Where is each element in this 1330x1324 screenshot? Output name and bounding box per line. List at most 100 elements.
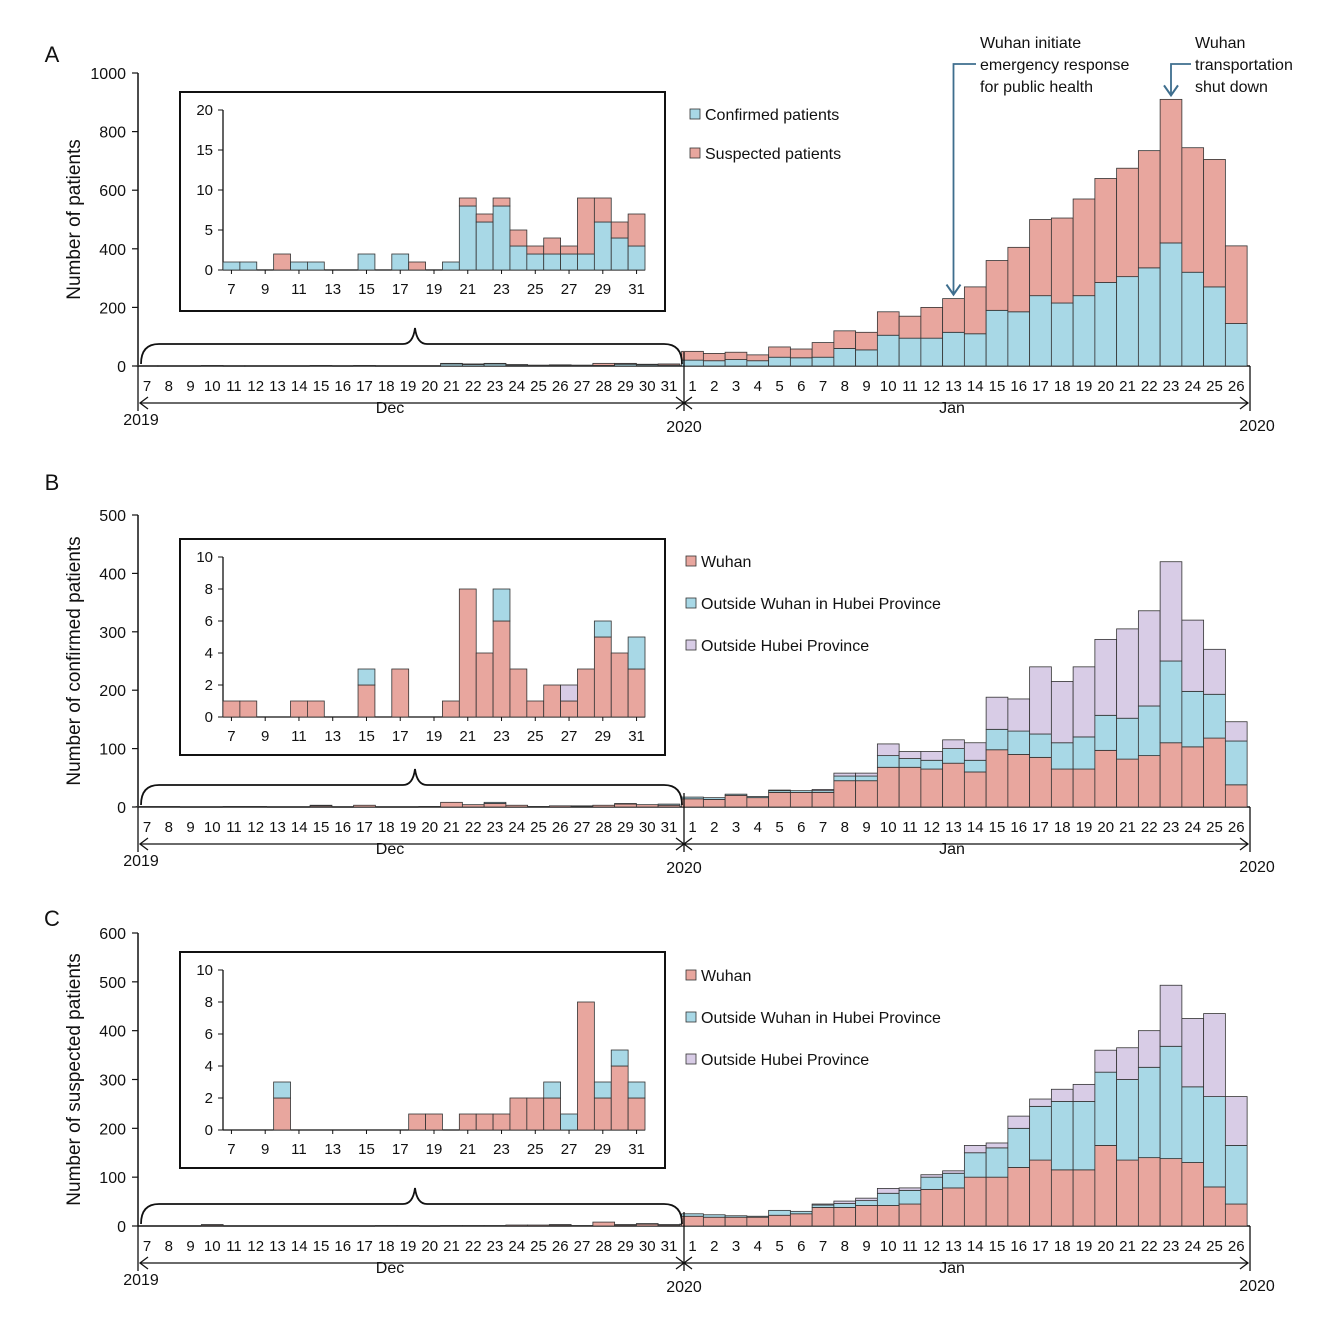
inset-bar (273, 1081, 291, 1099)
inset-x-tick-label: 9 (261, 281, 269, 298)
jan-bar (942, 1172, 965, 1189)
dec-day-label: 24 (508, 819, 525, 836)
dec-bar (527, 364, 550, 367)
jan-day-label: 5 (775, 378, 783, 395)
jan-day-label: 25 (1206, 819, 1223, 836)
dec-day-label: 16 (334, 1238, 351, 1255)
jan-bar (963, 742, 987, 761)
inset-bar (492, 1113, 511, 1131)
jan-bar (746, 1215, 770, 1218)
annotations: Wuhan initiate emergency response for publ… (945, 35, 1293, 297)
dec-bar (548, 364, 572, 366)
jan-bar (1116, 628, 1139, 719)
month-label-jan: Jan (939, 841, 965, 858)
inset-bar (509, 229, 528, 247)
inset-bar (475, 1113, 494, 1131)
dec-bar (374, 1225, 398, 1227)
jan-day-label: 6 (797, 1238, 805, 1255)
legend-label: Outside Wuhan in Hubei Province (701, 1010, 941, 1027)
jan-bar (1094, 178, 1118, 283)
inset-chart: 0 2 4 6 8 10 7 9 11 13 15 17 19 21 23 25 27 29 31 (179, 951, 666, 1169)
jan-day-label: 6 (797, 378, 805, 395)
arrow-head-right (1239, 1256, 1250, 1270)
jan-bar (1007, 311, 1031, 367)
dec-bar (657, 803, 681, 806)
jan-bar (942, 748, 965, 764)
y-tick-label: 400 (99, 566, 126, 583)
dec-day-label: 11 (226, 1238, 242, 1255)
dec-day-label: 17 (356, 378, 373, 395)
jan-bar (789, 1213, 813, 1227)
jan-bar (985, 749, 1009, 808)
y-tick-label: 200 (99, 683, 126, 700)
inset-y-tick-label: 2 (205, 1090, 213, 1107)
dec-day-label: 25 (530, 1238, 547, 1255)
dec-bar (374, 365, 398, 367)
jan-day-label: 12 (923, 1238, 940, 1255)
inset-bar (306, 261, 325, 271)
jan-bar (1094, 1145, 1118, 1227)
inset-x-tick-label: 27 (561, 281, 578, 298)
inset-x-tick-label: 7 (227, 281, 235, 298)
month-label-jan: Jan (939, 1260, 965, 1277)
jan-day-label: 5 (775, 819, 783, 836)
dec-bar (592, 804, 616, 808)
dec-bar (527, 806, 550, 808)
jan-bar (985, 309, 1009, 367)
jan-bar (1050, 1169, 1074, 1227)
dec-bar (548, 1224, 572, 1226)
jan-day-label: 16 (1010, 378, 1027, 395)
panel-letter: A (45, 42, 60, 67)
jan-bar (963, 286, 987, 335)
dec-bar (614, 362, 637, 365)
jan-day-label: 18 (1054, 1238, 1071, 1255)
jan-bar (1137, 1157, 1161, 1227)
dec-day-label: 29 (617, 378, 634, 395)
dec-bar (244, 806, 268, 808)
inset-bar (593, 1081, 612, 1099)
jan-bar (855, 1205, 878, 1227)
inset-x-tick-label: 25 (527, 281, 544, 298)
jan-bar (1072, 666, 1096, 738)
inset-bar (492, 588, 511, 622)
dec-day-label: 17 (356, 1238, 373, 1255)
december-brace (140, 1187, 683, 1225)
jan-bar (1029, 756, 1052, 808)
jan-bar (942, 1170, 965, 1174)
jan-bar (920, 1188, 944, 1227)
jan-bar (1029, 1098, 1052, 1107)
jan-bar (898, 751, 922, 759)
inset-bar (627, 213, 646, 247)
jan-bar (1072, 1101, 1096, 1171)
jan-bar (1203, 693, 1226, 739)
jan-bar (1072, 1083, 1096, 1102)
inset-bar (408, 1113, 426, 1131)
inset-y-tick-label: 20 (196, 102, 213, 119)
jan-bar (768, 356, 791, 367)
jan-bar (1007, 1115, 1031, 1129)
inset-x-tick-label: 11 (291, 1141, 307, 1158)
y-axis-title: Number of suspected patients (64, 953, 85, 1205)
jan-bar (1050, 742, 1074, 770)
jan-bar (855, 1200, 878, 1206)
inset-x-tick-label: 11 (291, 281, 307, 298)
jan-bar (1159, 660, 1183, 744)
inset-x-tick-label: 15 (358, 728, 375, 745)
inset-bar (357, 253, 376, 271)
year-label-start: 2019 (123, 853, 159, 870)
jan-bar (833, 1200, 857, 1204)
jan-bar (1116, 758, 1139, 808)
inset-x-tick-label: 11 (291, 728, 307, 745)
jan-day-label: 1 (688, 378, 696, 395)
jan-bar (811, 1203, 835, 1206)
dec-bar (483, 1225, 507, 1227)
inset-bar (577, 253, 595, 271)
jan-bar (1159, 242, 1183, 367)
inset-bar (610, 237, 629, 271)
annotation-arrow-head (1163, 84, 1179, 98)
dec-bar (505, 364, 529, 366)
jan-bar (1072, 768, 1096, 808)
dec-day-label: 11 (226, 819, 242, 836)
dec-bar (592, 362, 616, 366)
inset-bar (526, 1097, 545, 1131)
